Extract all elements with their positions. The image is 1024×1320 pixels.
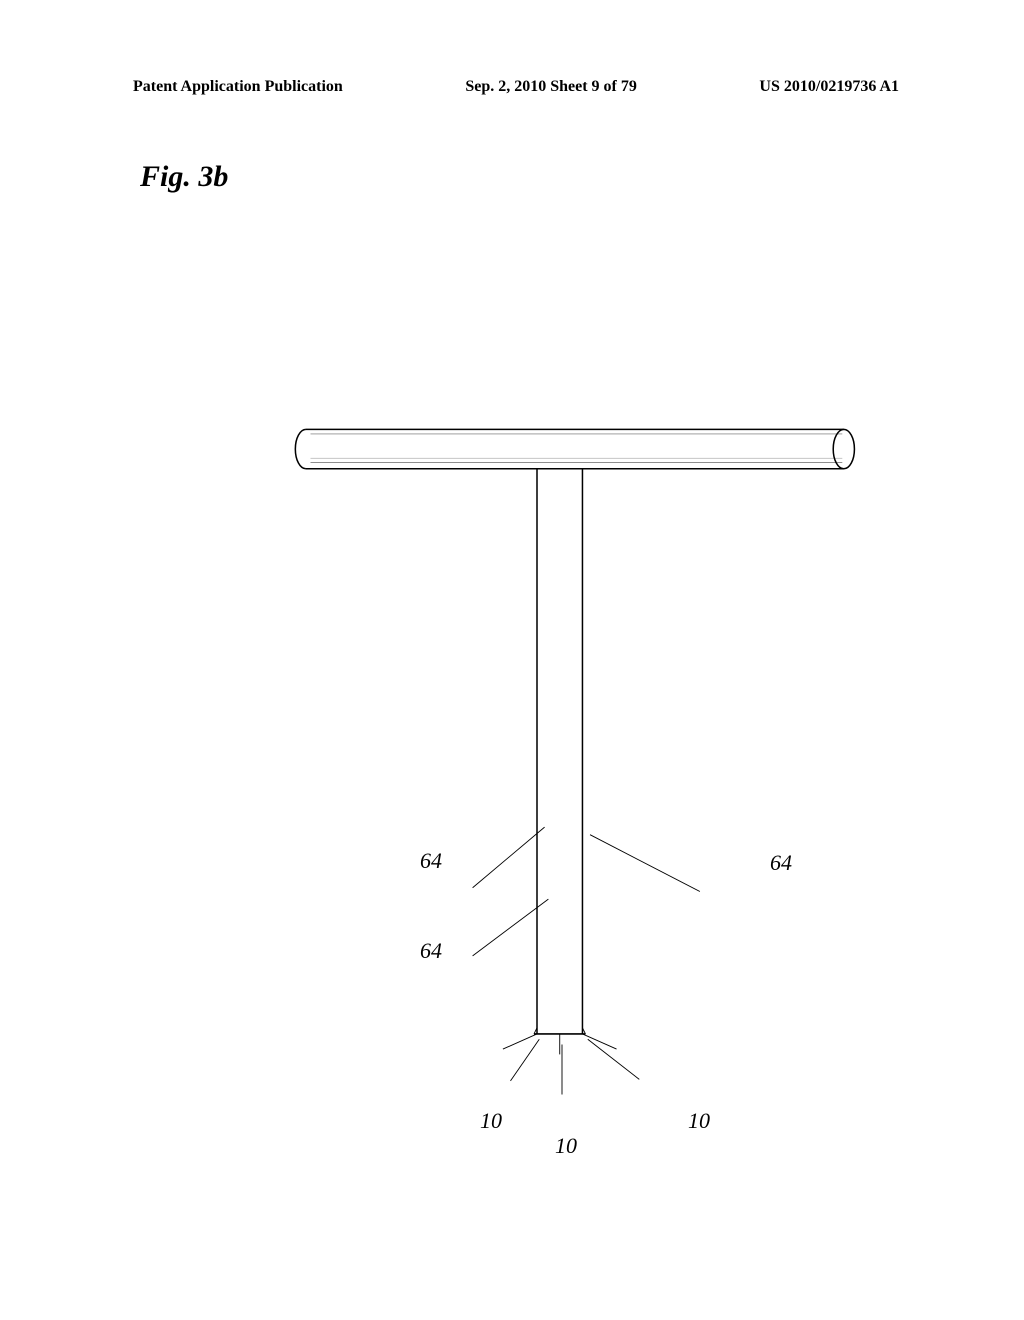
reference-numeral: 10 [555,1133,577,1159]
header-center: Sep. 2, 2010 Sheet 9 of 79 [465,78,637,96]
header-left: Patent Application Publication [133,78,343,96]
reference-numeral: 10 [688,1108,710,1134]
figure-label: Fig. 3b [140,160,228,194]
reference-numeral: 64 [770,850,792,876]
header-right: US 2010/0219736 A1 [759,78,899,96]
page-header: Patent Application Publication Sep. 2, 2… [0,78,1024,96]
reference-numeral: 64 [420,938,442,964]
patent-figure-drawing [0,240,1024,1240]
reference-numeral: 10 [480,1108,502,1134]
reference-numeral: 64 [420,848,442,874]
